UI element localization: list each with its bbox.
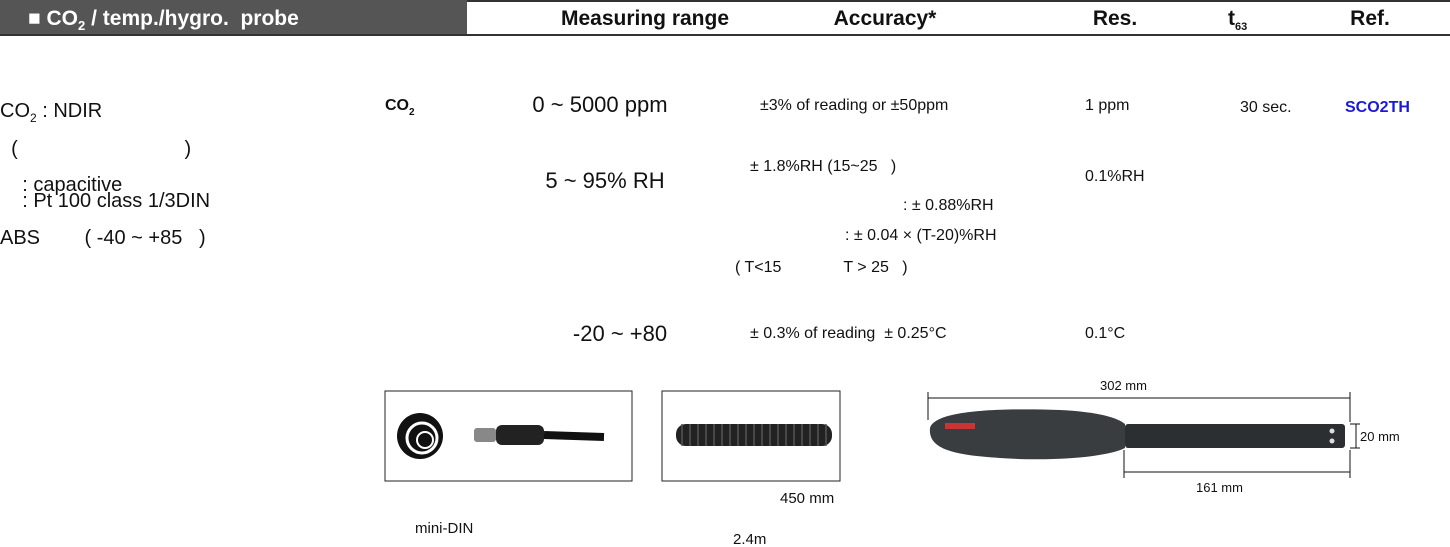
title-text: / temp./hygro. probe — [85, 7, 299, 30]
range: 0 ~ 5000 ppm — [532, 92, 667, 117]
t63: 30 sec. — [1240, 99, 1292, 116]
probe-vent — [1329, 438, 1335, 444]
description-line: : Pt 100 class 1/3DIN — [0, 190, 210, 212]
dimension-label: 161 mm — [1196, 480, 1243, 495]
description-line: ( ) — [0, 138, 191, 160]
caption: 2.4m — [733, 531, 766, 547]
title-text: ■ CO — [28, 7, 78, 30]
probe-vent — [1329, 428, 1335, 434]
title-sub: 2 — [78, 18, 85, 33]
desc-sub: 2 — [30, 111, 37, 125]
cable — [543, 431, 605, 441]
accuracy: : ± 0.04 × (T-20)%RH — [845, 227, 997, 244]
accuracy: ±3% of reading or ±50ppm — [760, 97, 948, 114]
probe-handle — [929, 409, 1125, 460]
caption: 450 mm — [780, 490, 834, 507]
label-sub: 2 — [409, 107, 415, 118]
probe-tube — [1125, 424, 1345, 448]
probe — [929, 409, 1345, 460]
description-line: ABS ( -40 ~ +85 ) — [0, 227, 206, 249]
dimension-label: 20 mm — [1360, 429, 1400, 444]
column-header: Measuring range — [561, 7, 729, 30]
coil-turns — [681, 424, 827, 446]
resolution: 0.1°C — [1085, 325, 1125, 342]
row-label: CO2 — [385, 97, 415, 118]
dimension-lines — [927, 392, 1360, 478]
cable-coil-icon — [405, 421, 439, 455]
figure-frame — [661, 390, 841, 482]
caption: mini-DIN — [415, 520, 473, 537]
column-header: Res. — [1093, 7, 1137, 30]
plug — [496, 425, 544, 445]
column-header: t63 — [1228, 7, 1247, 33]
coil — [676, 424, 832, 446]
accuracy: ± 0.3% of reading ± 0.25°C — [750, 325, 947, 342]
accuracy: ( T<15 T > 25 ) — [735, 259, 908, 276]
accuracy: ± 1.8%RH (15~25 ) — [750, 158, 896, 175]
t-main: t — [1228, 7, 1235, 30]
description-line: : capacitive — [0, 174, 122, 196]
probe-label — [945, 423, 975, 429]
column-header: Accuracy* — [834, 7, 938, 30]
desc-text: : NDIR — [37, 100, 103, 122]
column-header: Ref. — [1350, 7, 1390, 30]
resolution: 1 ppm — [1085, 97, 1129, 114]
dimension-label: 302 mm — [1100, 378, 1147, 393]
label-main: CO — [385, 97, 409, 114]
t-sub: 63 — [1235, 21, 1247, 33]
header-cell — [0, 0, 467, 35]
cable-coil-icon — [397, 413, 443, 459]
desc-text: CO — [0, 100, 30, 122]
range: -20 ~ +80 — [573, 321, 667, 346]
description-line: CO2 : NDIR — [0, 100, 102, 125]
cable-coil-icon — [416, 431, 434, 449]
resolution: 0.1%RH — [1085, 168, 1145, 185]
range: 5 ~ 95% RH — [545, 168, 664, 193]
figure-frame — [384, 390, 633, 482]
header-title: ■ CO2 / temp./hygro. probe — [28, 7, 299, 33]
accuracy: : ± 0.88%RH — [903, 197, 994, 214]
plug — [474, 428, 496, 442]
ref-code: SCO2TH — [1345, 99, 1410, 116]
